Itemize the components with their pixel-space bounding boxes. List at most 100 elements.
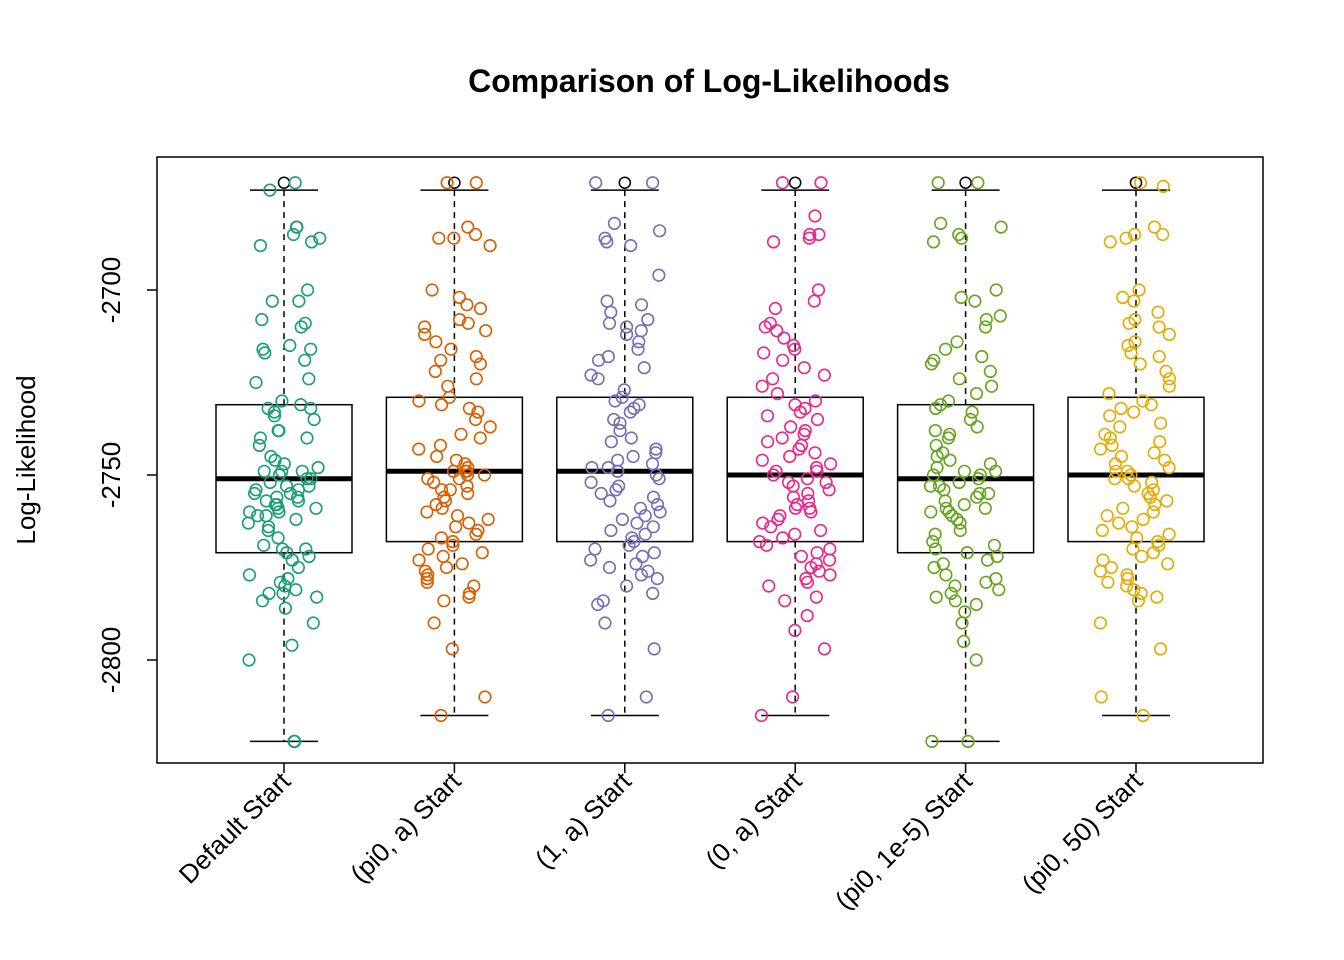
jitter-point	[1102, 387, 1116, 401]
jitter-point	[1113, 420, 1127, 434]
jitter-point	[288, 734, 302, 749]
jitter-point	[1127, 405, 1141, 419]
jitter-point	[585, 461, 599, 475]
jitter-point	[261, 523, 275, 538]
jitter-point	[823, 457, 838, 471]
jitter-point	[1162, 379, 1176, 393]
jitter-point	[427, 475, 441, 490]
jitter-point	[652, 472, 666, 486]
jitter-point	[1156, 227, 1170, 242]
jitter-point	[638, 527, 652, 541]
jitter-point	[1114, 401, 1128, 416]
jitter-point	[428, 364, 442, 379]
jitter-point	[975, 350, 989, 364]
jitter-point	[304, 342, 318, 356]
jitter-point	[929, 590, 943, 604]
jitter-point	[823, 568, 837, 582]
jitter-point	[1146, 546, 1160, 560]
jitter-point	[461, 220, 475, 234]
jitter-point	[626, 449, 640, 464]
jitter-point	[264, 449, 278, 464]
jitter-point	[291, 560, 306, 575]
jitter-point	[622, 538, 636, 552]
jitter-point	[440, 176, 454, 190]
jitter-point	[1103, 409, 1117, 423]
jitter-point	[283, 486, 298, 501]
jitter-point	[1162, 327, 1176, 342]
jitter-point	[1127, 479, 1141, 493]
jitter-point	[473, 357, 488, 371]
jitter-point	[785, 690, 800, 704]
jitter-point	[478, 690, 492, 704]
jitter-point	[1103, 431, 1117, 445]
jitter-point	[255, 313, 269, 327]
jitter-point	[421, 542, 435, 556]
jitter-point	[776, 531, 790, 545]
jitter-point	[248, 486, 262, 501]
jitter-point	[420, 571, 434, 586]
jitter-point	[602, 316, 617, 330]
jitter-point	[646, 586, 660, 601]
jitter-point	[1127, 294, 1141, 308]
jitter-point	[624, 239, 638, 253]
outlier-point	[959, 176, 972, 189]
jitter-point	[1147, 446, 1161, 460]
jitter-point	[418, 320, 432, 334]
jitter-point	[446, 534, 460, 549]
jitter-point	[766, 235, 781, 249]
jitter-point	[420, 505, 434, 519]
jitter-point	[1103, 235, 1117, 249]
jitter-point	[589, 176, 603, 190]
jitter-point	[584, 368, 598, 382]
jitter-point	[1162, 527, 1176, 541]
jitter-point	[794, 549, 809, 564]
jitter-point	[755, 453, 769, 467]
jitter-point	[758, 320, 772, 334]
jitter-point	[1160, 494, 1174, 508]
jitter-point	[310, 590, 324, 604]
jitter-point	[1116, 501, 1130, 515]
jitter-point	[439, 560, 454, 575]
jitter-point	[286, 227, 301, 242]
jitter-point	[810, 412, 825, 427]
jitter-point	[926, 534, 940, 549]
jitter-point	[957, 464, 972, 478]
jitter-point	[939, 568, 953, 582]
jitter-point	[1112, 516, 1126, 530]
jitter-point	[814, 176, 828, 190]
jitter-point	[649, 442, 663, 456]
jitter-point	[788, 501, 803, 515]
jitter-point	[473, 431, 487, 445]
jitter-point	[313, 231, 327, 245]
jitter-point	[984, 379, 999, 393]
jitter-point	[1094, 690, 1108, 704]
jitter-point	[1109, 464, 1123, 478]
jitter-point	[994, 220, 1008, 234]
jitter-point	[295, 464, 309, 478]
jitter-point	[653, 505, 667, 519]
chart-title: Comparison of Log-Likelihoods	[468, 63, 950, 99]
jitter-point	[601, 708, 615, 723]
y-tick-label: -2700	[96, 257, 126, 324]
y-axis-label: Log-Likelihood	[11, 375, 41, 544]
jitter-point	[804, 505, 818, 519]
jitter-point	[778, 594, 792, 608]
jitter-point	[807, 294, 821, 308]
jitter-point	[432, 231, 446, 245]
jitter-point	[809, 461, 824, 475]
jitter-point	[819, 475, 833, 490]
jitter-point	[298, 353, 312, 367]
jitter-point	[960, 546, 974, 560]
jitter-point	[475, 546, 489, 560]
jitter-point	[285, 638, 299, 652]
jitter-point	[970, 420, 984, 434]
jitter-point	[272, 424, 286, 438]
jitter-point	[1127, 227, 1142, 242]
jitter-point	[822, 553, 837, 567]
jitter-point	[1133, 357, 1147, 371]
jitter-point	[1100, 509, 1114, 523]
jitter-point	[808, 446, 822, 460]
jitter-point	[979, 575, 993, 589]
jitter-point	[968, 294, 982, 308]
jitter-point	[973, 486, 987, 501]
